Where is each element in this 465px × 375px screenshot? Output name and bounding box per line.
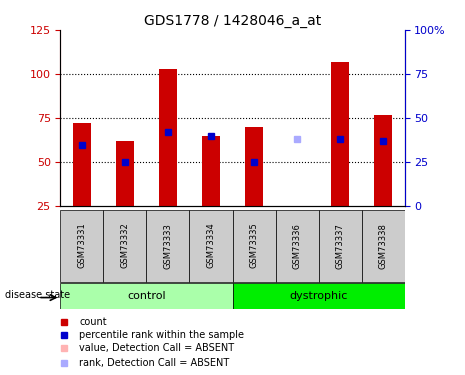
Title: GDS1778 / 1428046_a_at: GDS1778 / 1428046_a_at — [144, 13, 321, 28]
Text: value, Detection Call = ABSENT: value, Detection Call = ABSENT — [80, 344, 234, 354]
Bar — [332, 62, 349, 206]
FancyBboxPatch shape — [60, 210, 103, 282]
FancyBboxPatch shape — [275, 210, 319, 282]
Text: GSM73333: GSM73333 — [164, 223, 173, 268]
Text: GSM73337: GSM73337 — [336, 223, 345, 268]
Text: GSM73331: GSM73331 — [78, 223, 86, 268]
FancyBboxPatch shape — [232, 283, 405, 309]
Text: control: control — [127, 291, 166, 301]
Bar — [202, 136, 219, 206]
Text: GSM73335: GSM73335 — [250, 223, 259, 268]
FancyBboxPatch shape — [319, 210, 362, 282]
FancyBboxPatch shape — [232, 210, 275, 282]
FancyBboxPatch shape — [60, 283, 232, 309]
Text: GSM73338: GSM73338 — [379, 223, 387, 268]
Text: GSM73336: GSM73336 — [292, 223, 301, 268]
FancyBboxPatch shape — [146, 210, 190, 282]
Text: GSM73334: GSM73334 — [206, 223, 215, 268]
Bar — [116, 141, 133, 206]
Text: disease state: disease state — [5, 290, 70, 300]
Bar — [374, 115, 392, 206]
Text: dystrophic: dystrophic — [289, 291, 348, 301]
Text: percentile rank within the sample: percentile rank within the sample — [80, 330, 245, 340]
FancyBboxPatch shape — [103, 210, 146, 282]
Text: count: count — [80, 317, 107, 327]
Text: rank, Detection Call = ABSENT: rank, Detection Call = ABSENT — [80, 358, 230, 368]
Bar — [246, 127, 263, 206]
FancyBboxPatch shape — [362, 210, 405, 282]
Text: GSM73332: GSM73332 — [120, 223, 129, 268]
Bar — [159, 69, 177, 206]
FancyBboxPatch shape — [190, 210, 232, 282]
Bar — [73, 123, 91, 206]
